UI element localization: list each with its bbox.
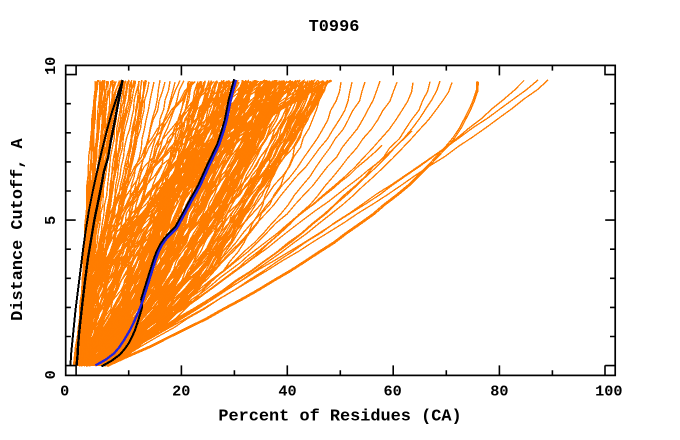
- svg-text:Distance Cutoff, A: Distance Cutoff, A: [9, 138, 28, 321]
- svg-text:10: 10: [42, 57, 60, 75]
- svg-text:Percent of Residues (CA): Percent of Residues (CA): [218, 408, 461, 427]
- svg-text:T0996: T0996: [309, 18, 360, 37]
- svg-text:80: 80: [490, 382, 508, 400]
- svg-text:40: 40: [278, 382, 296, 400]
- svg-text:20: 20: [172, 382, 190, 400]
- svg-text:0: 0: [42, 370, 60, 379]
- svg-text:100: 100: [595, 382, 622, 400]
- svg-text:60: 60: [383, 382, 401, 400]
- svg-text:5: 5: [42, 216, 60, 225]
- svg-text:0: 0: [60, 382, 69, 400]
